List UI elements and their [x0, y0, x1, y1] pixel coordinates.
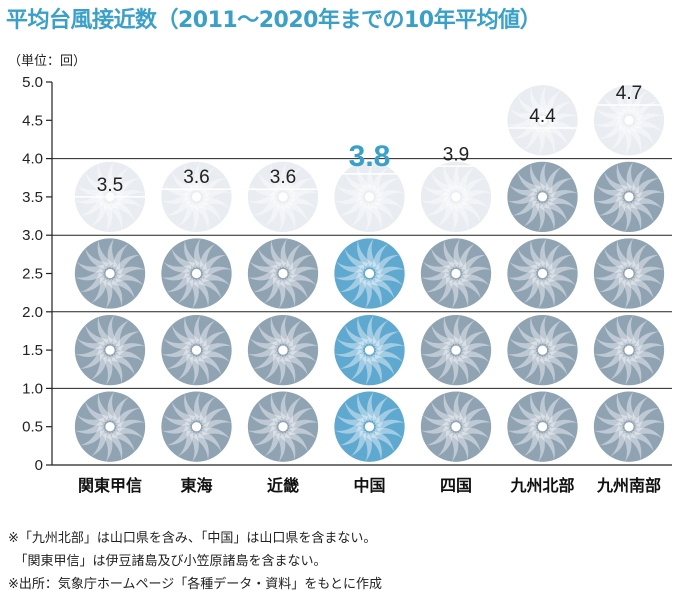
y-tick-label: 0.5 — [22, 419, 43, 436]
y-tick-label: 0 — [35, 457, 43, 474]
data-label: 3.9 — [443, 144, 469, 165]
y-tick-label: 1.5 — [22, 342, 43, 359]
bar-2: 3.6 — [159, 161, 234, 463]
data-label: 3.6 — [270, 167, 296, 188]
data-label: 4.4 — [529, 106, 556, 127]
typhoon-icon — [247, 237, 319, 310]
typhoon-icon — [74, 237, 146, 310]
bar-6: 4.4 — [505, 84, 580, 463]
data-label: 3.8 — [349, 140, 391, 173]
typhoon-icon — [593, 237, 665, 310]
typhoon-icon — [507, 390, 578, 463]
typhoon-icon — [593, 161, 665, 233]
note-line: 「関東甲信」は伊豆諸島及び小笠原諸島を含まない。 — [8, 554, 327, 569]
x-tick-label: 中国 — [353, 476, 385, 495]
unit-label: （単位：回） — [8, 54, 87, 69]
bar-3: 3.6 — [246, 161, 320, 463]
x-tick-label: 九州南部 — [596, 476, 661, 495]
bar-7: 4.7 — [592, 83, 666, 463]
y-tick-label: 4.5 — [22, 112, 43, 129]
y-tick-label: 5.0 — [22, 74, 43, 91]
y-tick-label: 2.0 — [22, 304, 43, 321]
typhoon-icon — [74, 314, 146, 386]
x-tick-label: 四国 — [440, 476, 472, 495]
note-line: ※「九州北部」は山口県を含み、「中国」は山口県を含まない。 — [8, 531, 377, 546]
typhoon-icon — [420, 237, 492, 310]
typhoon-icon-faded — [420, 161, 492, 233]
y-tick-label: 3.5 — [22, 189, 43, 206]
y-tick-label: 1.0 — [22, 380, 43, 397]
typhoon-icon — [161, 390, 232, 463]
typhoon-icon — [161, 237, 232, 310]
note-line: ※出所：気象庁ホームページ「各種データ・資料」をもとに作成 — [8, 577, 382, 592]
bar-4: 3.8 — [332, 140, 407, 463]
data-label: 3.6 — [183, 167, 209, 188]
bar-5: 3.9 — [419, 144, 493, 463]
y-tick-label: 2.5 — [22, 266, 43, 283]
chart-title: 平均台風接近数（2011～2020年までの10年平均値） — [6, 8, 542, 33]
typhoon-icon — [593, 314, 665, 386]
typhoon-icon — [247, 390, 319, 463]
y-tick-label: 3.0 — [22, 227, 43, 244]
typhoon-icon — [420, 390, 492, 463]
data-label: 4.7 — [616, 83, 642, 104]
typhoon-icon — [507, 314, 578, 386]
typhoon-icon — [334, 314, 405, 386]
typhoon-icon — [420, 314, 492, 386]
y-tick-label: 4.0 — [22, 151, 43, 168]
typhoon-icon — [334, 237, 405, 310]
chart-plot: 3.5 関東甲信 3.6 東海 3.6 近畿 3.8 中国 3.9 四国 4.4 九州北部 4.7 九州南… — [22, 74, 672, 495]
bar-1: 3.5 — [73, 161, 147, 463]
x-tick-label: 近畿 — [267, 476, 299, 495]
typhoon-icon — [507, 161, 578, 233]
typhoon-icon — [74, 390, 146, 463]
x-tick-label: 九州北部 — [509, 476, 574, 495]
typhoon-icon — [593, 390, 665, 463]
x-tick-label: 関東甲信 — [78, 476, 142, 495]
typhoon-icon — [161, 314, 232, 386]
x-tick-label: 東海 — [180, 476, 212, 495]
typhoon-icon — [247, 314, 319, 386]
data-label: 3.5 — [97, 175, 123, 196]
notes: ※「九州北部」は山口県を含み、「中国」は山口県を含まない。 「関東甲信」は伊豆諸… — [8, 527, 382, 596]
typhoon-icon — [507, 237, 578, 310]
typhoon-icon — [334, 390, 405, 463]
